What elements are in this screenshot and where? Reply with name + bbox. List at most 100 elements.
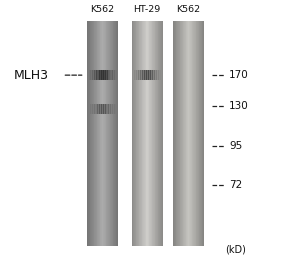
Bar	[197, 21, 198, 246]
Bar	[135, 21, 136, 246]
Bar	[147, 70, 148, 80]
Bar	[155, 21, 156, 246]
Bar	[90, 70, 91, 80]
Bar	[112, 70, 113, 80]
Bar	[101, 104, 102, 114]
Bar	[87, 21, 89, 246]
Bar	[89, 70, 90, 80]
Bar	[154, 21, 155, 246]
Bar	[98, 104, 99, 114]
Bar	[162, 21, 163, 246]
Bar	[114, 104, 115, 114]
Bar	[202, 21, 203, 246]
Bar	[111, 70, 112, 80]
Bar	[97, 104, 98, 114]
Bar	[153, 70, 154, 80]
Bar	[90, 70, 91, 80]
Bar	[116, 21, 117, 246]
Bar	[103, 104, 104, 114]
Bar	[179, 21, 181, 246]
Bar	[105, 21, 106, 246]
Bar	[100, 70, 101, 80]
Bar	[106, 104, 108, 114]
Bar	[189, 21, 190, 246]
Bar	[140, 70, 141, 80]
Bar	[113, 104, 114, 114]
Bar	[103, 21, 104, 246]
Bar	[145, 70, 146, 80]
Bar	[92, 70, 93, 80]
Bar	[199, 21, 200, 246]
Bar	[156, 70, 157, 80]
Bar	[151, 70, 152, 80]
Bar	[192, 21, 194, 246]
Bar	[103, 104, 104, 114]
Bar	[142, 70, 143, 80]
Bar	[194, 21, 195, 246]
Bar	[111, 21, 112, 246]
Text: MLH3: MLH3	[14, 69, 49, 82]
Bar	[138, 70, 139, 80]
Bar	[92, 104, 93, 114]
Bar	[98, 70, 99, 80]
Bar	[191, 21, 192, 246]
Bar	[95, 21, 96, 246]
Bar	[173, 21, 174, 246]
Bar	[145, 21, 146, 246]
Bar	[196, 21, 197, 246]
Bar	[137, 70, 138, 80]
Bar	[201, 21, 203, 246]
Bar	[102, 70, 103, 80]
Bar	[186, 21, 187, 246]
Bar	[161, 21, 162, 246]
Bar	[108, 104, 109, 114]
Bar	[133, 21, 134, 246]
Bar	[138, 21, 139, 246]
Bar	[96, 21, 97, 246]
Bar	[91, 104, 92, 114]
Bar	[143, 21, 144, 246]
Bar	[91, 21, 92, 246]
Bar	[186, 21, 187, 246]
Bar	[147, 21, 148, 246]
Bar	[144, 21, 145, 246]
Bar	[105, 104, 106, 114]
Bar	[94, 70, 95, 80]
Bar	[144, 70, 145, 80]
Bar	[160, 70, 161, 80]
Bar	[115, 21, 116, 246]
Bar	[184, 21, 185, 246]
Bar	[176, 21, 177, 246]
Text: 95: 95	[229, 141, 242, 151]
Bar	[155, 70, 156, 80]
Bar	[153, 21, 154, 246]
Bar	[132, 21, 133, 246]
Bar	[185, 21, 186, 246]
Bar	[137, 21, 138, 246]
Bar	[104, 70, 105, 80]
Bar	[99, 104, 100, 114]
Bar	[117, 21, 118, 246]
Bar	[112, 104, 113, 114]
Bar	[157, 21, 158, 246]
Bar	[140, 21, 141, 246]
Bar	[136, 70, 137, 80]
Bar	[92, 70, 93, 80]
Bar	[100, 21, 101, 246]
Bar	[182, 21, 183, 246]
Bar	[136, 21, 137, 246]
Bar	[196, 21, 197, 246]
Bar	[96, 70, 97, 80]
Bar	[149, 70, 150, 80]
Bar	[178, 21, 179, 246]
Bar	[203, 21, 204, 246]
Bar	[93, 21, 95, 246]
Bar	[109, 70, 110, 80]
Bar	[146, 70, 147, 80]
Bar	[157, 70, 158, 80]
Bar	[100, 104, 101, 114]
Bar	[174, 21, 175, 246]
Bar	[187, 21, 188, 246]
Bar	[107, 104, 108, 114]
Bar	[158, 21, 160, 246]
